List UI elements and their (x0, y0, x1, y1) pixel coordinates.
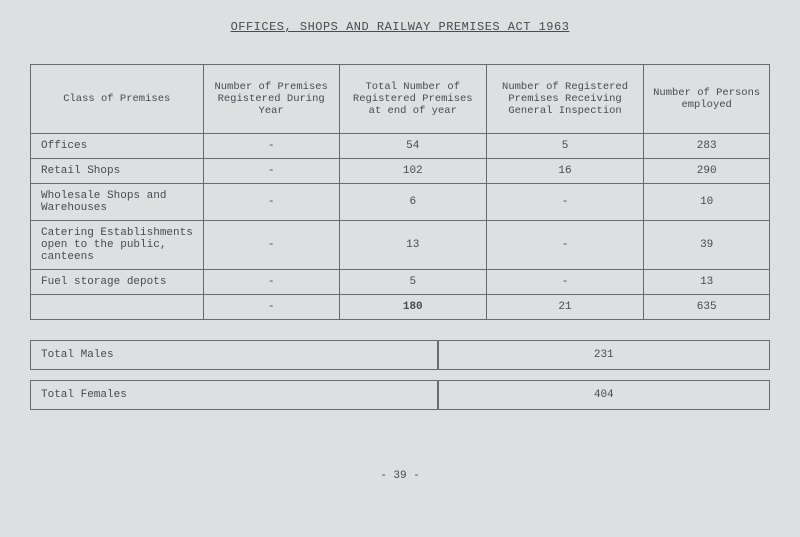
cell: 13 (644, 270, 770, 295)
cell: - (203, 221, 339, 270)
cell: - (486, 184, 644, 221)
cell: - (486, 221, 644, 270)
summary-row: Total Males 231 (30, 340, 770, 370)
cell-label (31, 295, 204, 320)
cell: 102 (339, 159, 486, 184)
cell: 5 (339, 270, 486, 295)
cell: 6 (339, 184, 486, 221)
document-title: OFFICES, SHOPS AND RAILWAY PREMISES ACT … (30, 20, 770, 34)
summary-value: 404 (438, 380, 770, 410)
cell: - (486, 270, 644, 295)
cell: 290 (644, 159, 770, 184)
cell: - (203, 184, 339, 221)
cell: - (203, 134, 339, 159)
col-header-inspection: Number of Registered Premises Receiving … (486, 65, 644, 134)
cell: 16 (486, 159, 644, 184)
cell-label: Retail Shops (31, 159, 204, 184)
cell: 635 (644, 295, 770, 320)
cell: 283 (644, 134, 770, 159)
cell-label: Catering Establishments open to the publ… (31, 221, 204, 270)
cell: 21 (486, 295, 644, 320)
summary-value: 231 (438, 340, 770, 370)
cell-label: Wholesale Shops and Warehouses (31, 184, 204, 221)
summary-label: Total Females (30, 380, 438, 410)
cell: - (203, 295, 339, 320)
summary-section: Total Males 231 Total Females 404 (30, 330, 770, 420)
summary-row: Total Females 404 (30, 380, 770, 410)
cell: 54 (339, 134, 486, 159)
table-row: Wholesale Shops and Warehouses - 6 - 10 (31, 184, 770, 221)
cell: 13 (339, 221, 486, 270)
table-row: Retail Shops - 102 16 290 (31, 159, 770, 184)
cell: 10 (644, 184, 770, 221)
table-row: Catering Establishments open to the publ… (31, 221, 770, 270)
page-number: - 39 - (30, 470, 770, 482)
cell: 39 (644, 221, 770, 270)
cell-label: Fuel storage depots (31, 270, 204, 295)
cell: - (203, 270, 339, 295)
table-total-row: - 180 21 635 (31, 295, 770, 320)
table-row: Fuel storage depots - 5 - 13 (31, 270, 770, 295)
cell-label: Offices (31, 134, 204, 159)
table-header-row: Class of Premises Number of Premises Reg… (31, 65, 770, 134)
summary-table: Total Males 231 Total Females 404 (30, 330, 770, 420)
cell: 180 (339, 295, 486, 320)
cell: 5 (486, 134, 644, 159)
summary-label: Total Males (30, 340, 438, 370)
cell: - (203, 159, 339, 184)
premises-table: Class of Premises Number of Premises Reg… (30, 64, 770, 320)
col-header-registered-year: Number of Premises Registered During Yea… (203, 65, 339, 134)
col-header-persons: Number of Persons employed (644, 65, 770, 134)
table-row: Offices - 54 5 283 (31, 134, 770, 159)
col-header-registered-end: Total Number of Registered Premises at e… (339, 65, 486, 134)
col-header-class: Class of Premises (31, 65, 204, 134)
